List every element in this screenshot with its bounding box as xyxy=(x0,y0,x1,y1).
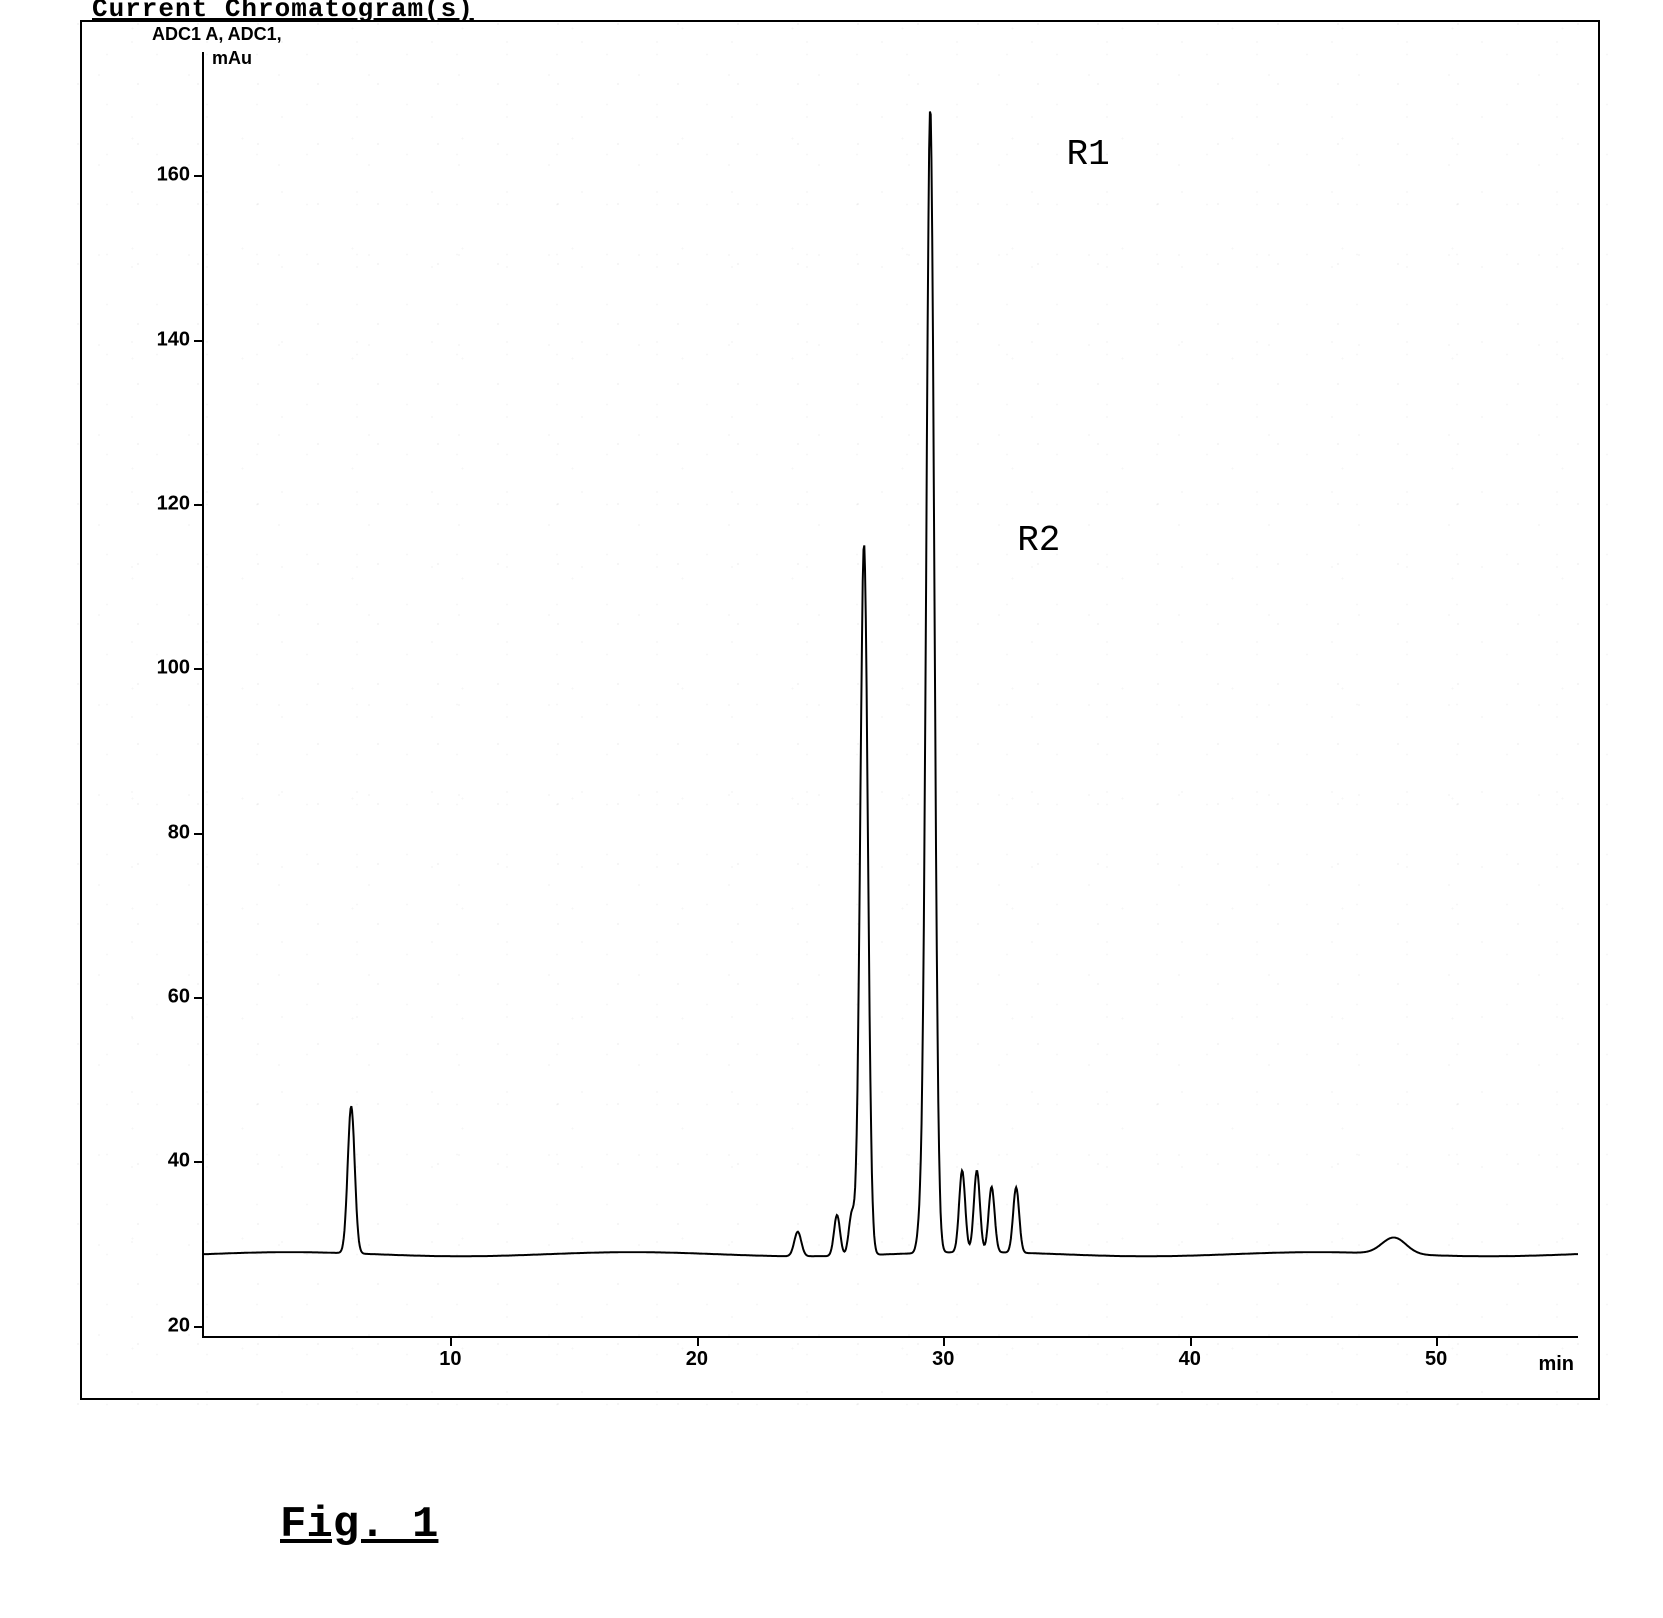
x-tick xyxy=(450,1336,452,1346)
chart-subtitle: ADC1 A, ADC1, xyxy=(152,24,282,45)
x-tick-label: 10 xyxy=(439,1348,461,1371)
trace-path xyxy=(204,112,1578,1257)
page: Current Chromatogram(s) ADC1 A, ADC1, mA… xyxy=(20,20,1643,1550)
y-tick xyxy=(194,1326,204,1328)
y-tick xyxy=(194,833,204,835)
y-tick xyxy=(194,997,204,999)
y-tick xyxy=(194,504,204,506)
chart-title: Current Chromatogram(s) xyxy=(92,0,474,24)
y-tick-label: 40 xyxy=(168,1150,190,1173)
y-tick-label: 60 xyxy=(168,985,190,1008)
x-tick xyxy=(1190,1336,1192,1346)
figure-caption: Fig. 1 xyxy=(280,1500,1643,1550)
y-tick-label: 20 xyxy=(168,1314,190,1337)
y-tick xyxy=(194,340,204,342)
peak-label-r1: R1 xyxy=(1067,134,1110,175)
y-tick-label: 160 xyxy=(157,164,190,187)
y-tick xyxy=(194,1161,204,1163)
chromatogram-trace xyxy=(204,52,1578,1336)
y-tick xyxy=(194,668,204,670)
y-tick-label: 80 xyxy=(168,821,190,844)
y-tick-label: 100 xyxy=(157,657,190,680)
x-tick-label: 20 xyxy=(686,1348,708,1371)
x-tick-label: 30 xyxy=(932,1348,954,1371)
chromatogram-panel: Current Chromatogram(s) ADC1 A, ADC1, mA… xyxy=(80,20,1600,1400)
x-axis-unit: min xyxy=(1538,1353,1574,1376)
x-tick-label: 50 xyxy=(1425,1348,1447,1371)
x-tick xyxy=(1436,1336,1438,1346)
y-tick-label: 120 xyxy=(157,492,190,515)
y-tick xyxy=(194,175,204,177)
x-tick xyxy=(943,1336,945,1346)
peak-label-r2: R2 xyxy=(1017,520,1060,561)
y-tick-label: 140 xyxy=(157,328,190,351)
x-tick-label: 40 xyxy=(1179,1348,1201,1371)
plot-area: mAu min 204060801001201401601020304050R1… xyxy=(202,52,1578,1338)
x-tick xyxy=(697,1336,699,1346)
